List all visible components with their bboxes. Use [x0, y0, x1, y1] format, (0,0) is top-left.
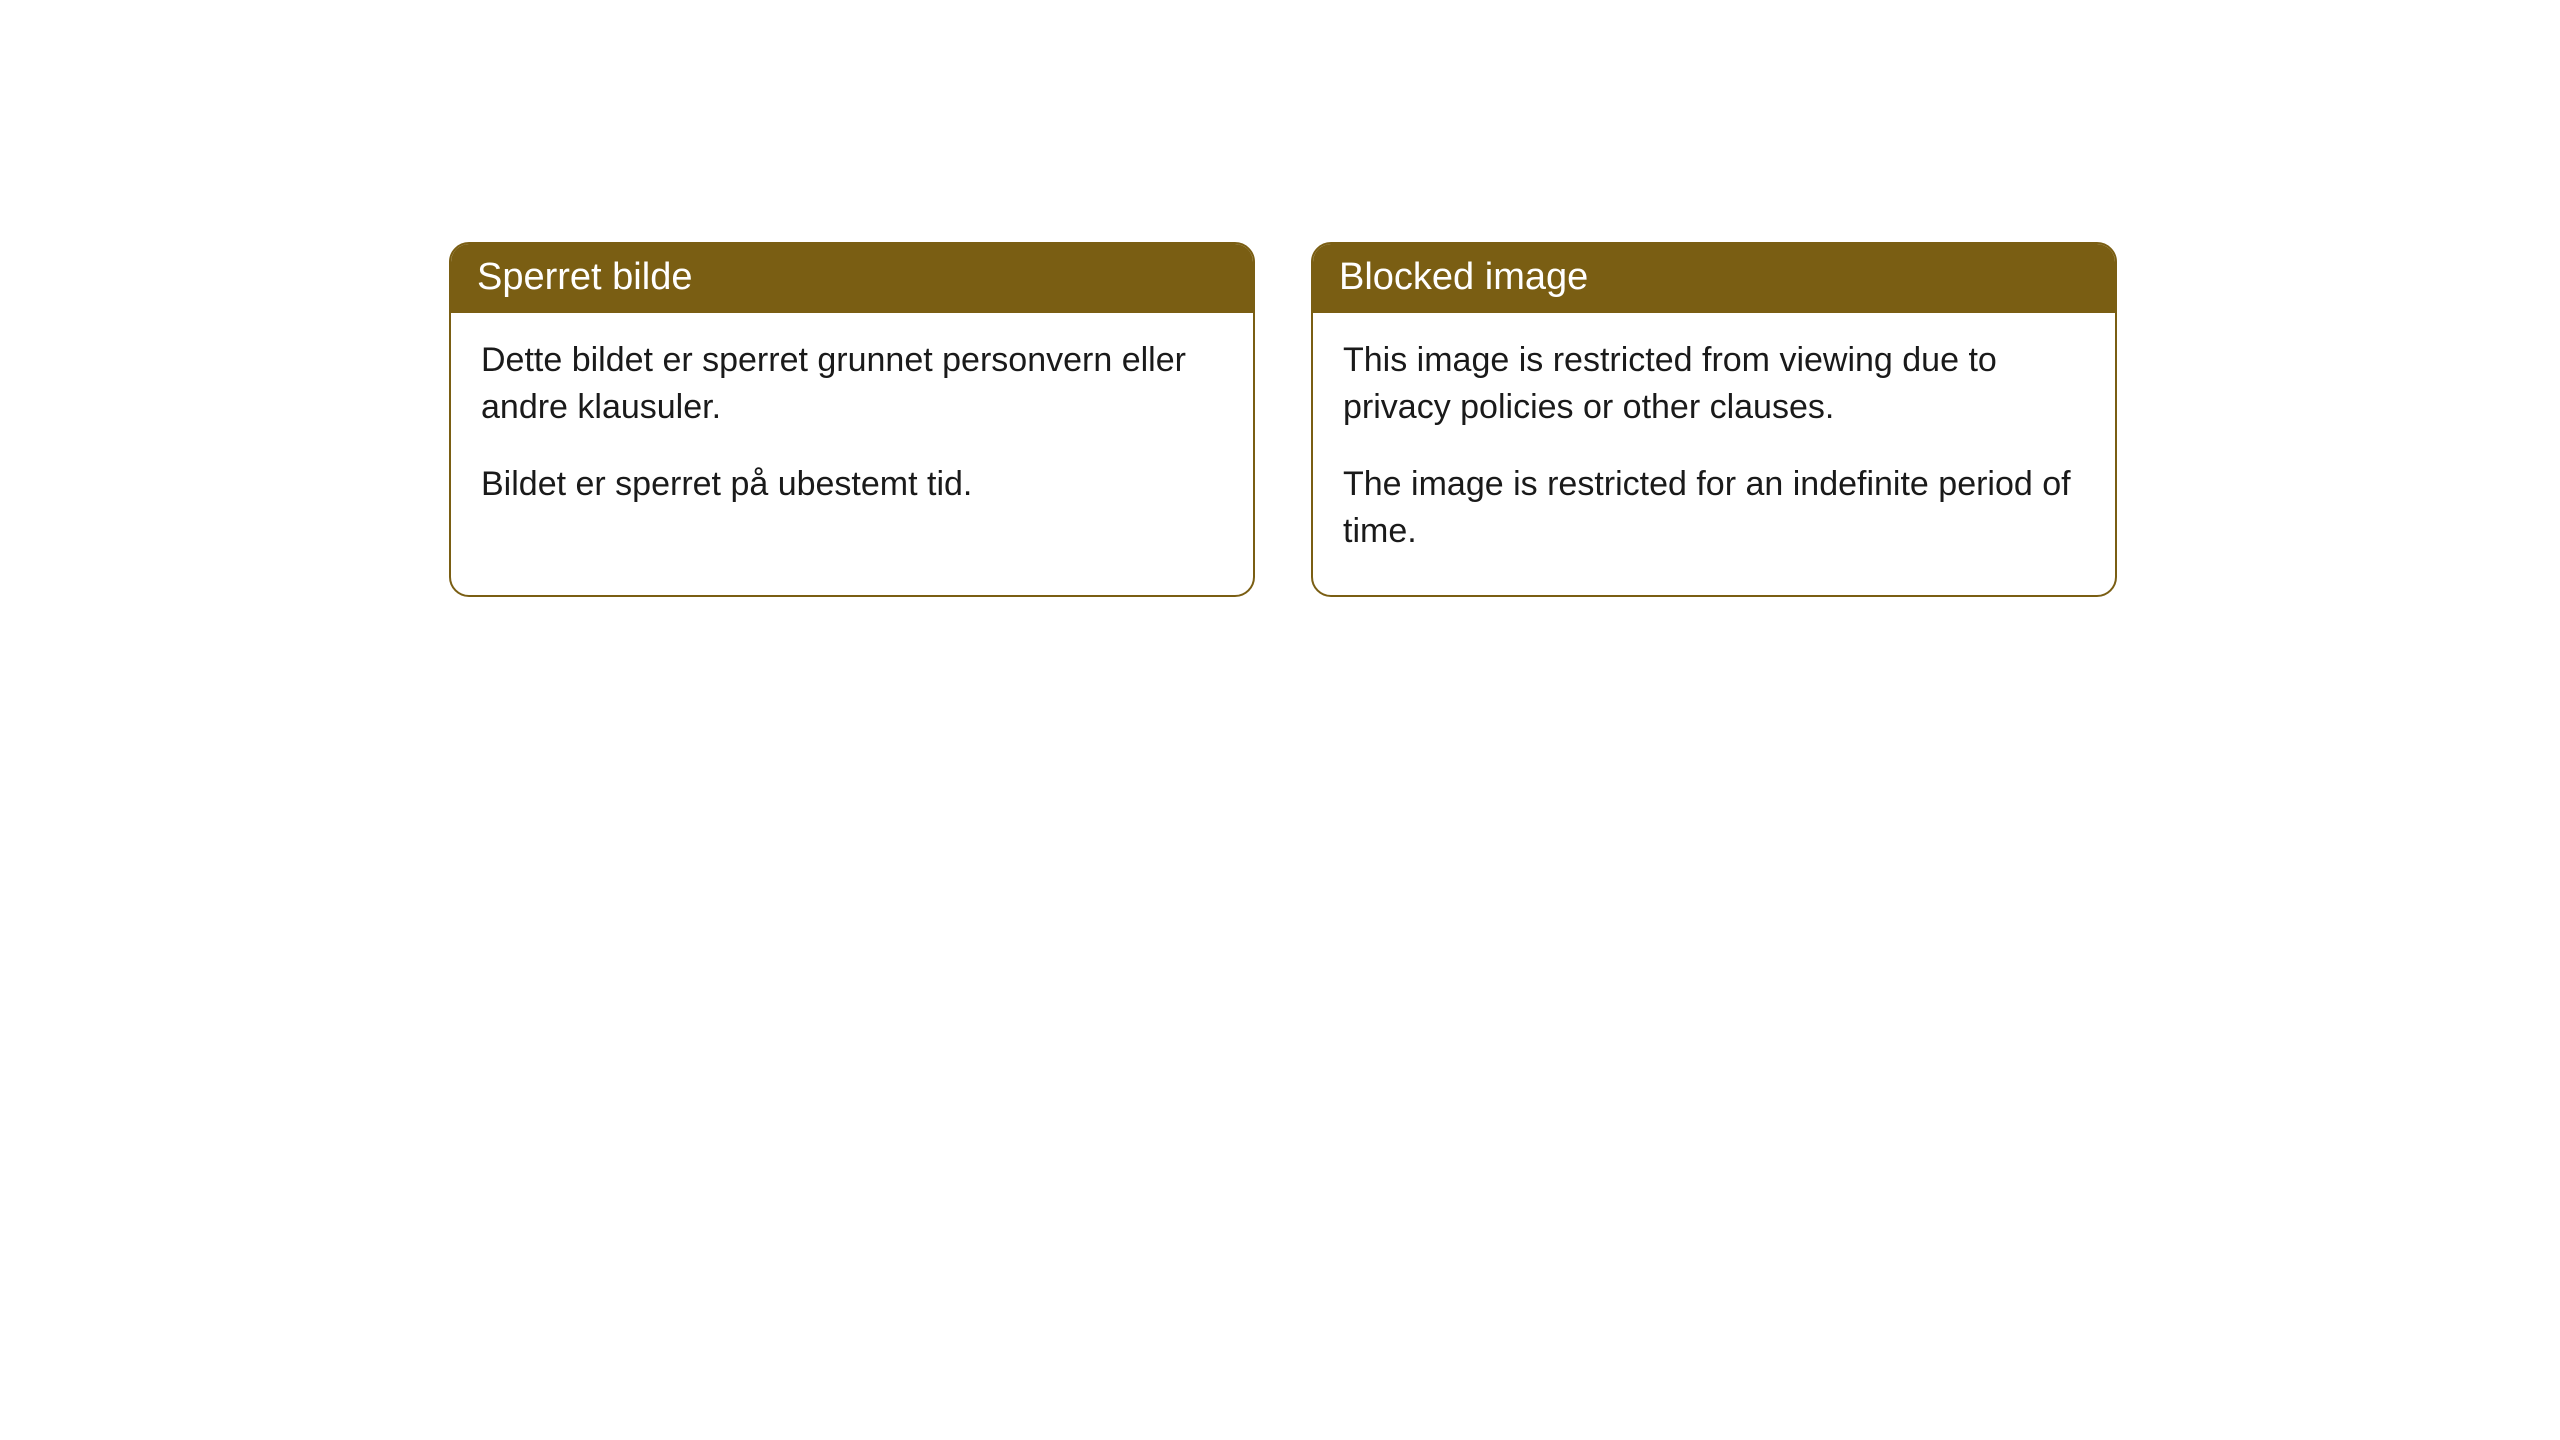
card-paragraph-no-2: Bildet er sperret på ubestemt tid.	[481, 461, 1223, 508]
card-title-en: Blocked image	[1313, 244, 2115, 313]
card-paragraph-no-1: Dette bildet er sperret grunnet personve…	[481, 337, 1223, 431]
card-body-en: This image is restricted from viewing du…	[1313, 313, 2115, 595]
card-paragraph-en-2: The image is restricted for an indefinit…	[1343, 461, 2085, 555]
notice-card-english: Blocked image This image is restricted f…	[1311, 242, 2117, 597]
card-title-no: Sperret bilde	[451, 244, 1253, 313]
notice-card-norwegian: Sperret bilde Dette bildet er sperret gr…	[449, 242, 1255, 597]
notice-cards-container: Sperret bilde Dette bildet er sperret gr…	[0, 0, 2560, 597]
card-paragraph-en-1: This image is restricted from viewing du…	[1343, 337, 2085, 431]
card-body-no: Dette bildet er sperret grunnet personve…	[451, 313, 1253, 548]
